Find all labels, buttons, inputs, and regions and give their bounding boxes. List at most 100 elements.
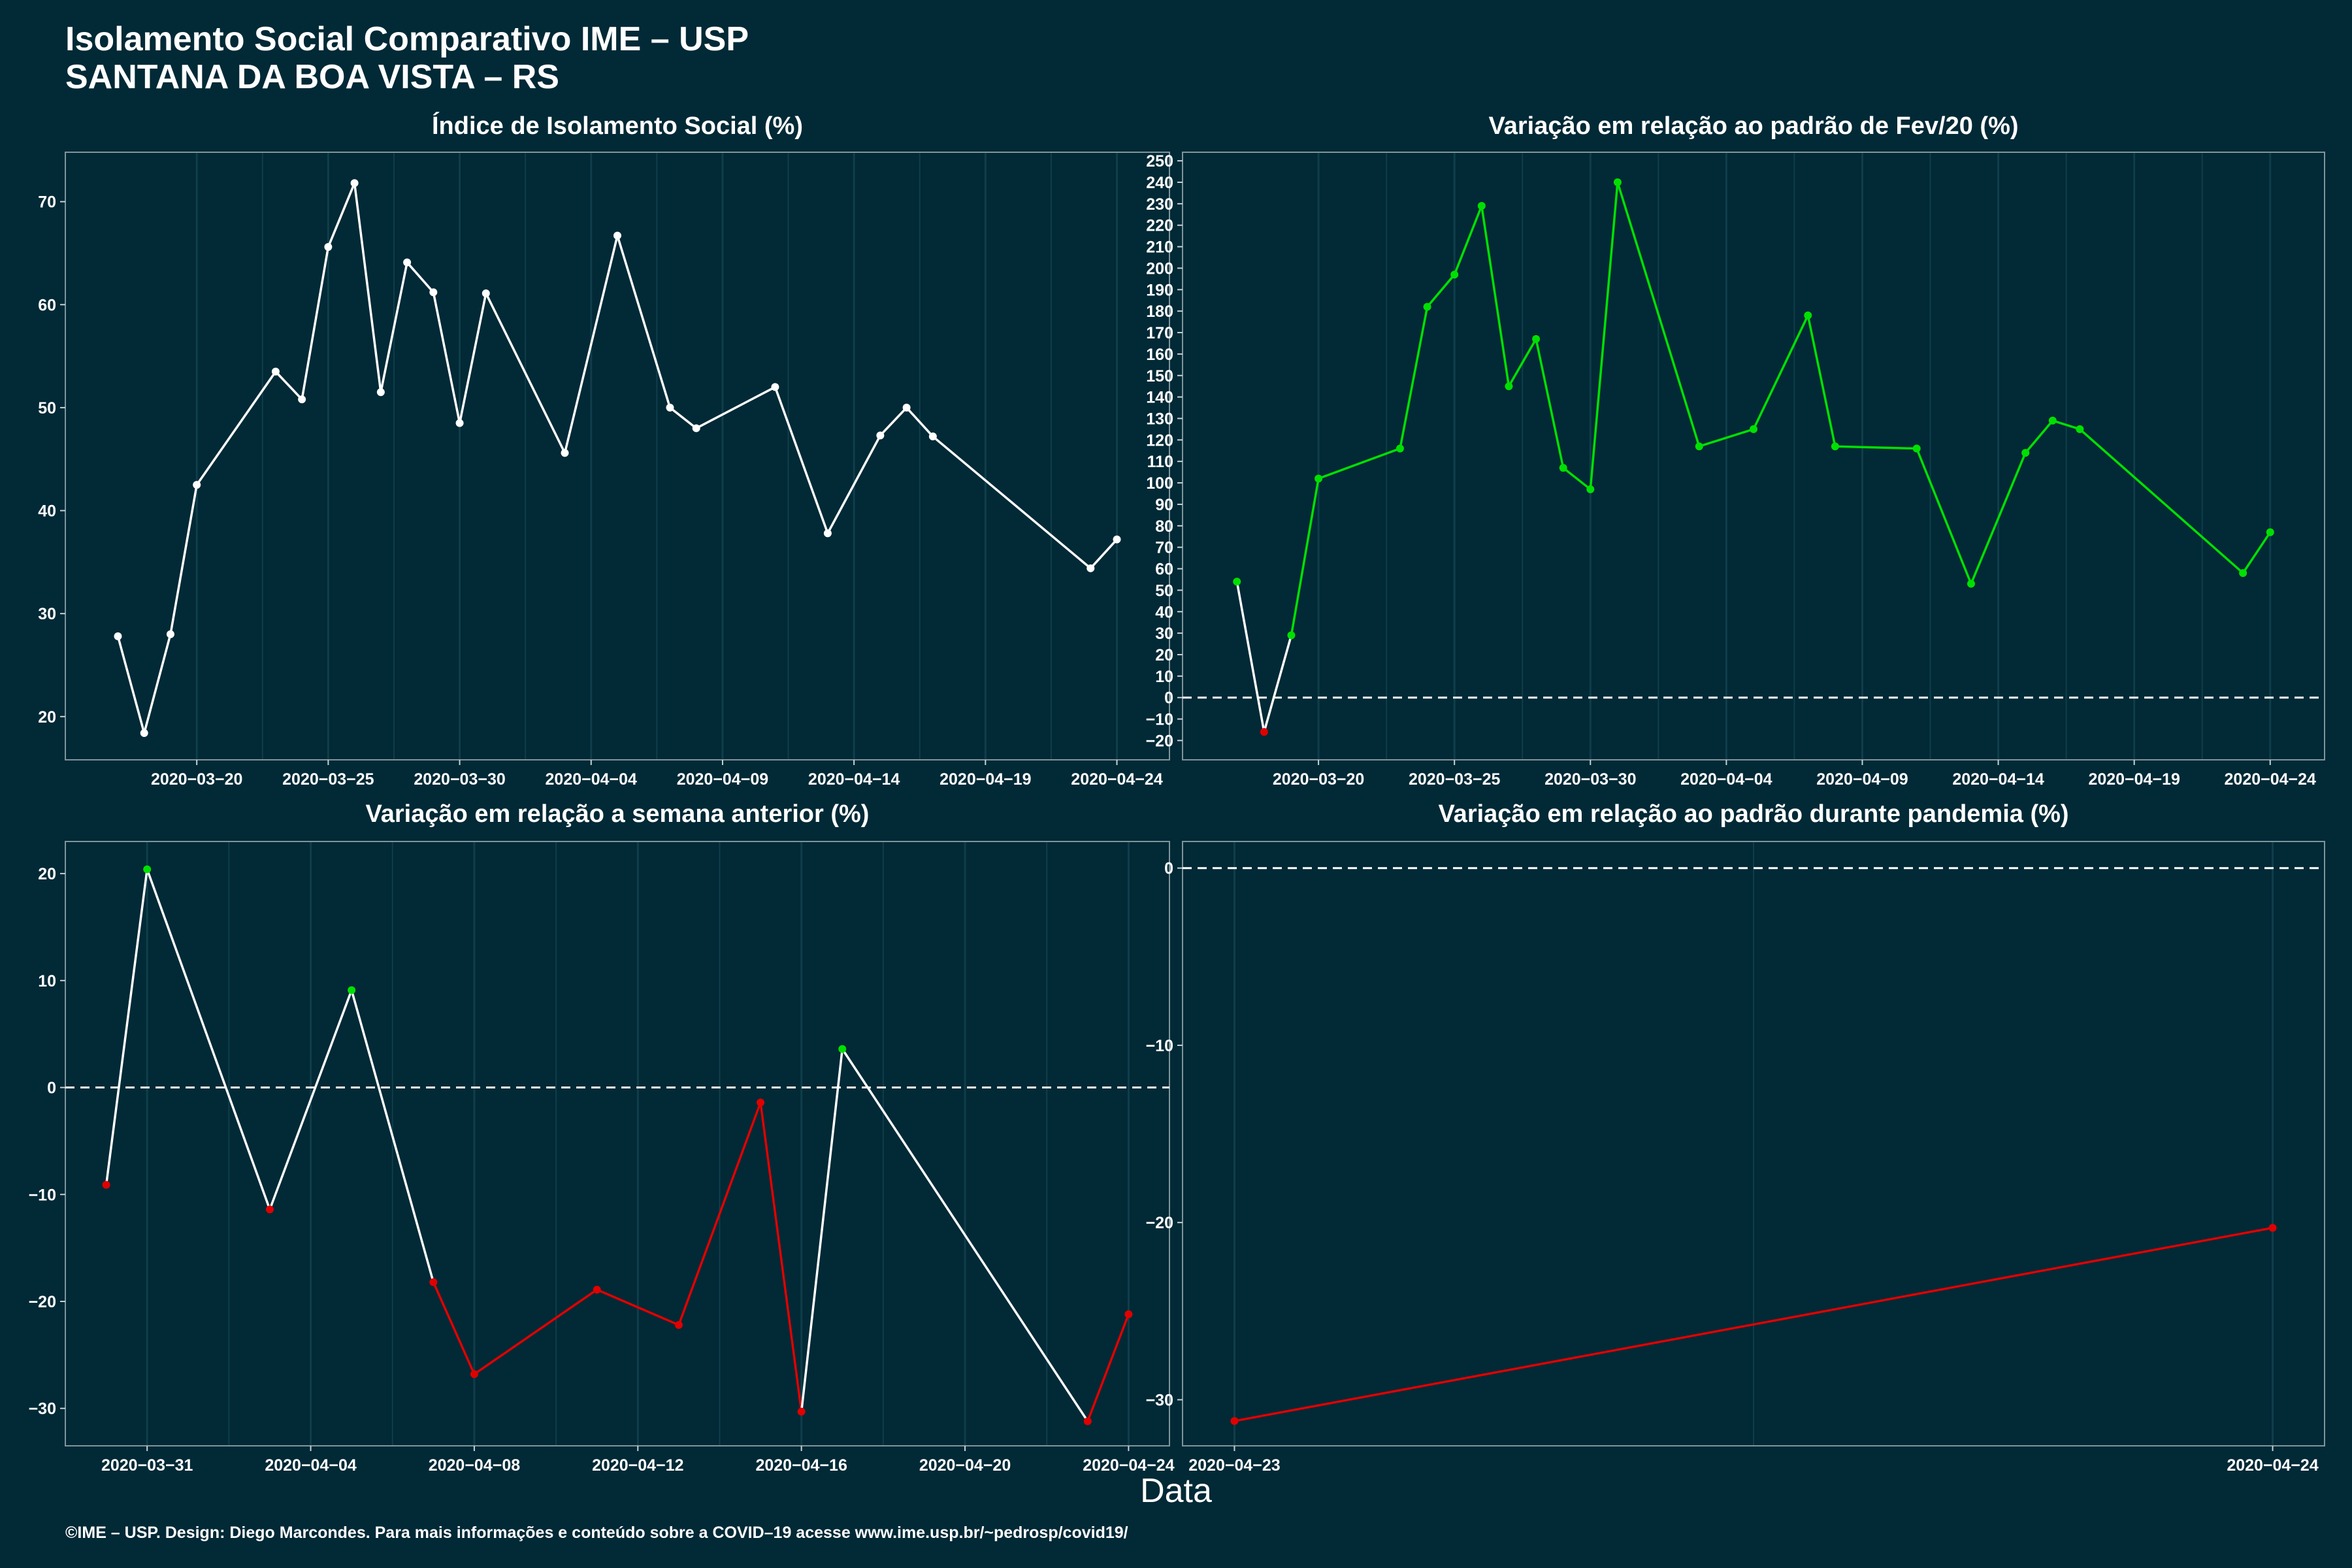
y-tick-label: −10 — [1146, 711, 1173, 729]
data-point — [2266, 528, 2274, 536]
y-tick-label: 50 — [1155, 581, 1173, 600]
x-tick-label: 2020−03−25 — [1409, 770, 1501, 789]
x-tick-label: 2020−04−08 — [429, 1456, 521, 1475]
y-tick-label: 40 — [1155, 603, 1173, 621]
data-point — [1613, 178, 1622, 187]
footer-credits: ©IME – USP. Design: Diego Marcondes. Par… — [65, 1524, 1128, 1542]
series-segment — [759, 1101, 803, 1413]
y-tick-label: 190 — [1146, 281, 1173, 299]
series-segment — [1561, 466, 1592, 491]
series-segment — [406, 261, 435, 294]
y-tick-label: 20 — [38, 708, 56, 727]
series-segment — [432, 291, 461, 425]
panel-var_pandemia: Variação em relação ao padrão durante pa… — [1146, 800, 2325, 1475]
series-segment — [668, 406, 698, 430]
data-point — [140, 729, 148, 738]
series-segment — [563, 234, 619, 455]
y-tick-label: 0 — [1164, 689, 1173, 708]
x-tick-label: 2020−04−04 — [265, 1456, 357, 1475]
data-point — [1912, 444, 1921, 453]
y-tick-label: 70 — [38, 193, 56, 212]
data-point — [1477, 202, 1486, 210]
series-segment — [1086, 1313, 1130, 1423]
y-tick-label: −20 — [29, 1293, 56, 1311]
data-point — [823, 529, 832, 538]
x-tick-label: 2020−04−24 — [2227, 1456, 2319, 1475]
data-point — [2076, 425, 2084, 433]
x-tick-label: 2020−04−04 — [546, 770, 638, 789]
chart-title: Isolamento Social Comparativo IME – USP — [65, 20, 749, 58]
series-segment — [1970, 451, 2027, 585]
y-tick-label: 0 — [47, 1079, 56, 1098]
x-tick-label: 2020−04−19 — [939, 770, 1031, 789]
series-segment — [169, 483, 198, 636]
data-point — [692, 424, 700, 433]
series-segment — [432, 1281, 476, 1376]
y-tick-label: 120 — [1146, 431, 1173, 449]
x-tick-label: 2020−04−09 — [677, 770, 768, 789]
y-tick-label: 70 — [1155, 539, 1173, 557]
y-tick-label: −30 — [1146, 1391, 1173, 1409]
data-point — [928, 433, 937, 441]
data-point — [1532, 335, 1541, 343]
x-tick-label: 2020−04−16 — [755, 1456, 847, 1475]
data-point — [1967, 580, 1975, 588]
y-tick-label: 100 — [1146, 474, 1173, 493]
data-point — [265, 1205, 274, 1214]
data-point — [193, 481, 201, 489]
series-segment — [327, 182, 356, 248]
x-tick-label: 2020−03−25 — [282, 770, 374, 789]
y-tick-label: 110 — [1147, 453, 1173, 471]
panel-border — [1182, 841, 2325, 1446]
x-tick-label: 2020−04−12 — [592, 1456, 683, 1475]
data-point — [143, 865, 152, 874]
series-segment — [380, 261, 408, 394]
y-tick-label: 90 — [1155, 496, 1173, 514]
data-point — [771, 383, 779, 391]
series-segment — [2242, 531, 2272, 574]
x-tick-label: 2020−04−09 — [1816, 770, 1908, 789]
series-segment — [800, 1047, 844, 1413]
y-tick-label: 20 — [38, 865, 56, 883]
y-tick-label: 60 — [38, 296, 56, 314]
x-tick-label: 2020−04−24 — [1071, 770, 1163, 789]
series-segment — [1480, 204, 1511, 387]
y-tick-label: 150 — [1146, 367, 1173, 385]
x-tick-label: 2020−03−30 — [414, 770, 505, 789]
data-point — [1450, 270, 1459, 279]
y-tick-label: 10 — [38, 972, 56, 990]
series-segment — [105, 868, 148, 1186]
data-point — [1695, 442, 1703, 451]
data-point — [470, 1370, 478, 1379]
data-point — [2268, 1224, 2277, 1232]
y-tick-label: 170 — [1146, 324, 1173, 342]
y-tick-label: 140 — [1146, 389, 1173, 407]
series-segment — [905, 406, 934, 438]
data-point — [298, 395, 306, 404]
series-segment — [2051, 419, 2082, 431]
panel-border — [1182, 152, 2325, 760]
series-segment — [1698, 428, 1755, 448]
series-segment — [616, 234, 672, 409]
data-point — [271, 367, 280, 376]
series-segment — [1399, 305, 1429, 450]
data-point — [455, 419, 464, 427]
x-tick-label: 2020−04−19 — [2088, 770, 2180, 789]
y-tick-label: 230 — [1146, 195, 1173, 214]
series-segment — [841, 1047, 1089, 1423]
panel-title: Variação em relação ao padrão de Fev/20 … — [1488, 112, 2018, 140]
y-tick-label: 20 — [1155, 646, 1173, 664]
series-segment — [1915, 447, 1972, 585]
data-point — [902, 403, 911, 412]
y-tick-label: 0 — [1164, 860, 1173, 878]
data-point — [429, 1278, 438, 1286]
y-tick-label: 220 — [1146, 217, 1173, 235]
data-point — [561, 449, 569, 457]
series-segment — [269, 988, 353, 1211]
series-segment — [694, 385, 777, 430]
data-point — [593, 1285, 601, 1294]
y-tick-label: 50 — [38, 399, 56, 417]
series-segment — [142, 632, 172, 734]
data-point — [1396, 444, 1404, 453]
